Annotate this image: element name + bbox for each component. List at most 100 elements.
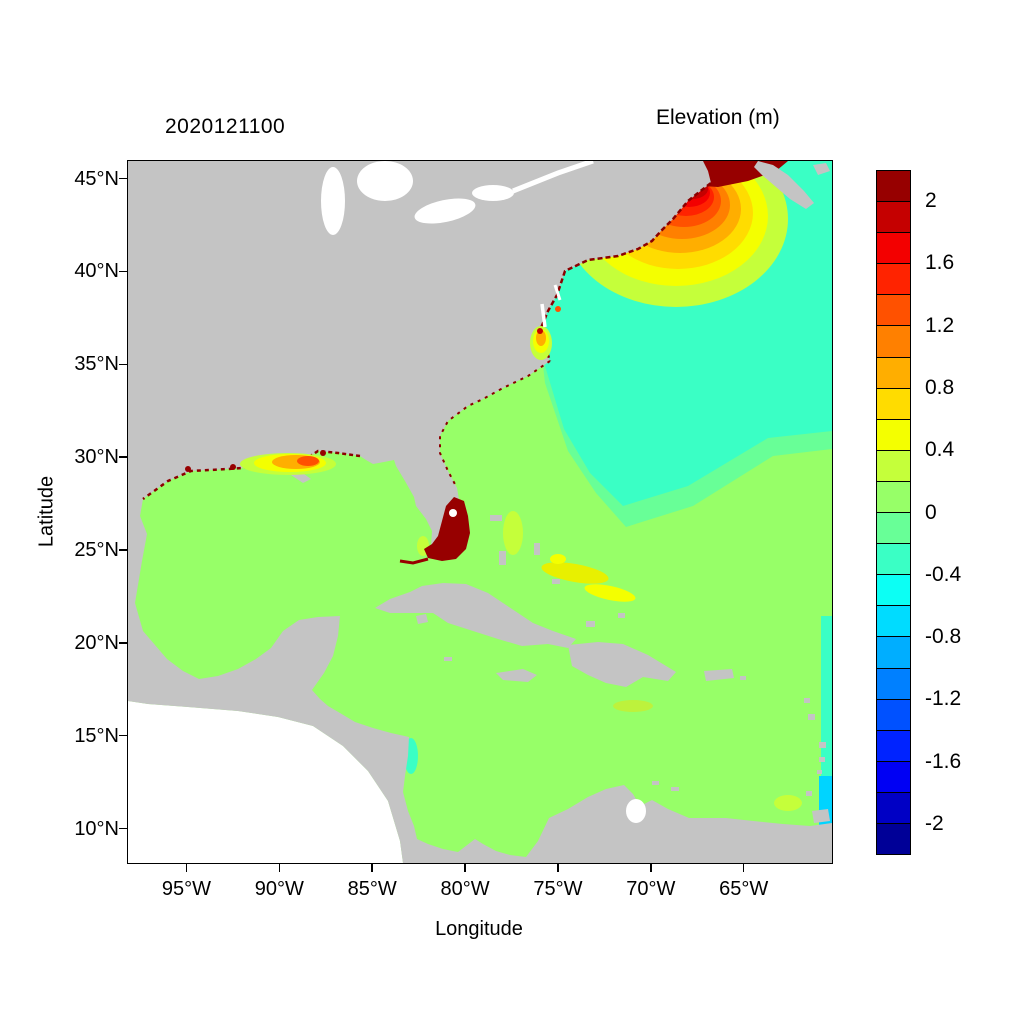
colorbar-tick-label: -2 (925, 811, 944, 835)
regional-patches (404, 511, 832, 863)
hispaniola (568, 642, 676, 687)
lake-erie (414, 198, 476, 224)
lake-ontario (472, 185, 514, 201)
land-north-central-south-america (128, 161, 832, 863)
guadeloupe (808, 714, 815, 720)
lake-okeechobee (449, 509, 457, 517)
islands (375, 161, 830, 823)
colorbar-title: Elevation (m) (656, 106, 780, 129)
bahamas-patch (503, 511, 523, 555)
x-tick-mark (742, 864, 745, 872)
bahamas-island (499, 551, 506, 565)
delaware-bay (553, 284, 562, 301)
colorbar-block (877, 760, 910, 792)
x-tick-label: 85°W (347, 878, 397, 900)
y-tick-mark (119, 734, 127, 737)
y-tick-mark (119, 363, 127, 366)
x-tick-label: 75°W (533, 878, 583, 900)
x-tick-mark (464, 864, 466, 872)
virgin-islands (740, 676, 746, 680)
x-tick-mark (371, 864, 373, 872)
bahamas-patch (584, 584, 636, 602)
colorbar-block (877, 201, 910, 233)
colorbar-block (877, 387, 910, 419)
timestamp-label: 2020121100 (165, 115, 286, 138)
st-lucia (819, 757, 825, 762)
colorbar-tick-label: 0 (925, 500, 937, 524)
colorbar-block (877, 418, 910, 450)
bahamas-island (552, 579, 560, 584)
st-lawrence-river (512, 161, 594, 194)
lake-michigan (321, 167, 345, 235)
colorbar-block (877, 294, 910, 326)
aruba (652, 781, 659, 785)
y-tick-mark (119, 270, 127, 273)
colorbar-tick-label: -1.2 (925, 687, 962, 711)
colorbar-block (877, 480, 910, 513)
curacao (671, 787, 679, 791)
lake-huron (357, 161, 413, 201)
x-tick-label: 65°W (719, 878, 769, 900)
colorbar-tick-label: 1.6 (925, 251, 955, 275)
martinique (819, 742, 826, 748)
colorbar-block (877, 729, 910, 761)
colorbar-block (877, 667, 910, 699)
y-tick-mark (119, 642, 127, 644)
x-tick-label: 80°W (440, 878, 490, 900)
x-tick-label: 95°W (161, 878, 211, 900)
colorbar-block (877, 356, 910, 388)
turks-caicos (618, 613, 625, 618)
y-tick-label: 30°N (74, 446, 119, 469)
colorbar (876, 170, 911, 855)
colorbar-block (877, 449, 910, 481)
louisiana-shelf-patch (185, 450, 336, 475)
isla-juventud (416, 614, 428, 624)
colorbar-block (877, 698, 910, 730)
y-tick-mark (119, 549, 127, 551)
y-tick-label: 20°N (74, 631, 119, 654)
colorbar-block (877, 171, 910, 202)
colorbar-block (877, 512, 910, 544)
colorbar-tick-label: -0.8 (925, 625, 962, 649)
colorbar-block (877, 263, 910, 295)
y-tick-mark (119, 177, 127, 180)
bahamas-patch (550, 554, 566, 564)
colorbar-tick-label: 0.4 (925, 438, 955, 462)
colorbar-block (877, 232, 910, 264)
map-plot (128, 161, 832, 863)
colorbar-block (877, 574, 910, 606)
colorbar-block (877, 822, 910, 855)
x-axis-title: Longitude (435, 918, 523, 940)
y-tick-mark (119, 827, 127, 830)
colorbar-tick-label: 0.8 (925, 375, 955, 399)
x-tick-mark (185, 864, 188, 872)
colorbar-tick-label: -0.4 (925, 562, 962, 586)
colorbar-tick-label: -1.6 (925, 749, 962, 773)
colorbar-tick-label: 2 (925, 189, 937, 213)
y-tick-label: 10°N (74, 817, 119, 840)
lake-maracaibo (626, 799, 646, 823)
cayman (444, 657, 452, 661)
colorbar-block (877, 791, 910, 823)
grenada (806, 791, 812, 796)
st-vincent (817, 770, 822, 774)
x-tick-label: 70°W (626, 878, 676, 900)
colorbar-tick-label: 1.2 (925, 313, 955, 337)
chesapeake-pamlico-patch (530, 306, 561, 360)
cuba (375, 583, 576, 648)
nova-scotia (754, 161, 814, 209)
bahamas-island (534, 543, 540, 555)
boundary-edge-strip (821, 616, 832, 776)
plot-frame (127, 160, 833, 864)
antigua (804, 698, 810, 703)
hispaniola-south-patch (613, 700, 653, 712)
bahamas-patch (541, 562, 609, 584)
colorbar-block (877, 325, 910, 357)
y-tick-label: 35°N (74, 353, 119, 376)
jamaica (496, 669, 537, 682)
south-florida-surge-blob (399, 497, 470, 565)
trinidad-patch (774, 795, 802, 811)
trinidad (812, 809, 830, 823)
colorbar-block (877, 543, 910, 575)
